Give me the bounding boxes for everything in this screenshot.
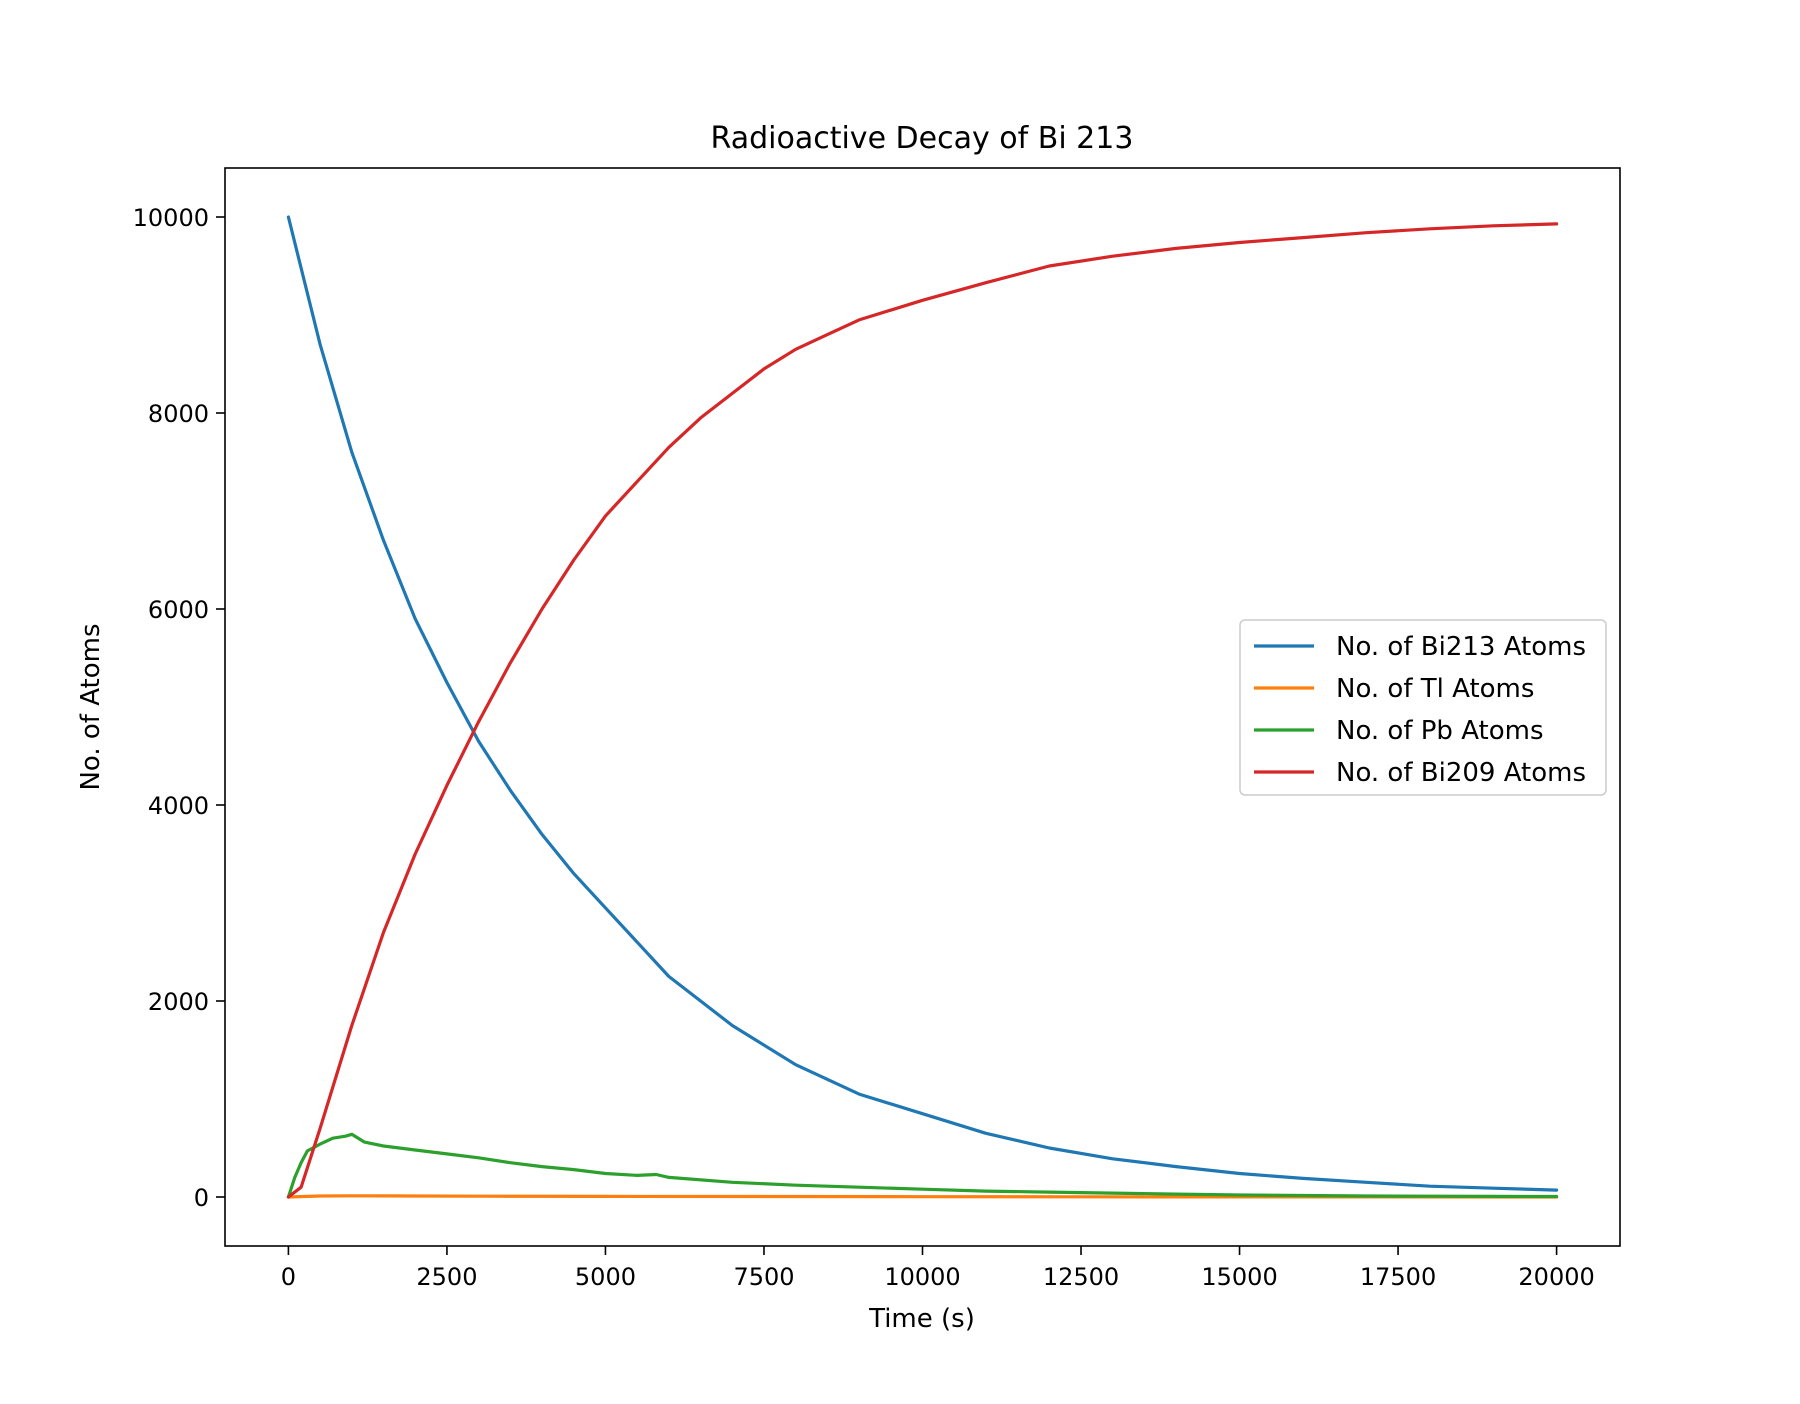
y-tick-label: 0 (194, 1184, 209, 1212)
x-tick-label: 12500 (1043, 1263, 1119, 1291)
x-axis-label: Time (s) (868, 1304, 975, 1334)
chart-title: Radioactive Decay of Bi 213 (711, 121, 1134, 156)
series-layer (286, 215, 1559, 1199)
x-tick-label: 2500 (416, 1263, 477, 1291)
x-tick-label: 10000 (884, 1263, 960, 1291)
x-tick-label: 5000 (575, 1263, 636, 1291)
legend-items: No. of Bi213 Atoms No. of Tl Atoms No. of … (1254, 632, 1586, 788)
series-line-4 (286, 222, 1559, 1199)
legend-label-4: No. of Bi209 Atoms (1336, 758, 1586, 788)
x-axis-ticks: 0 2500 5000 7500 10000 12500 15000 17500 20000 (281, 1246, 1595, 1291)
series-line-1 (286, 215, 1559, 1192)
y-axis-label: No. of Atoms (76, 623, 106, 790)
x-tick-label: 0 (281, 1263, 296, 1291)
legend-label-2: No. of Tl Atoms (1336, 674, 1534, 704)
series-line-3 (286, 1132, 1559, 1199)
y-tick-label: 2000 (148, 988, 209, 1016)
y-tick-label: 8000 (148, 400, 209, 428)
y-axis-ticks: 0 2000 4000 6000 8000 10000 (133, 204, 225, 1212)
y-tick-label: 4000 (148, 792, 209, 820)
y-tick-label: 6000 (148, 596, 209, 624)
x-tick-label: 20000 (1518, 1263, 1594, 1291)
legend-box (1239, 619, 1607, 796)
x-tick-label: 17500 (1360, 1263, 1436, 1291)
legend-label-1: No. of Bi213 Atoms (1336, 632, 1586, 662)
y-tick-label: 10000 (133, 204, 209, 232)
series-line-2 (286, 1194, 1559, 1199)
legend-label-3: No. of Pb Atoms (1336, 716, 1544, 746)
x-tick-label: 15000 (1201, 1263, 1277, 1291)
legend: No. of Bi213 Atoms No. of Tl Atoms No. of … (1239, 619, 1607, 796)
x-tick-label: 7500 (733, 1263, 794, 1291)
